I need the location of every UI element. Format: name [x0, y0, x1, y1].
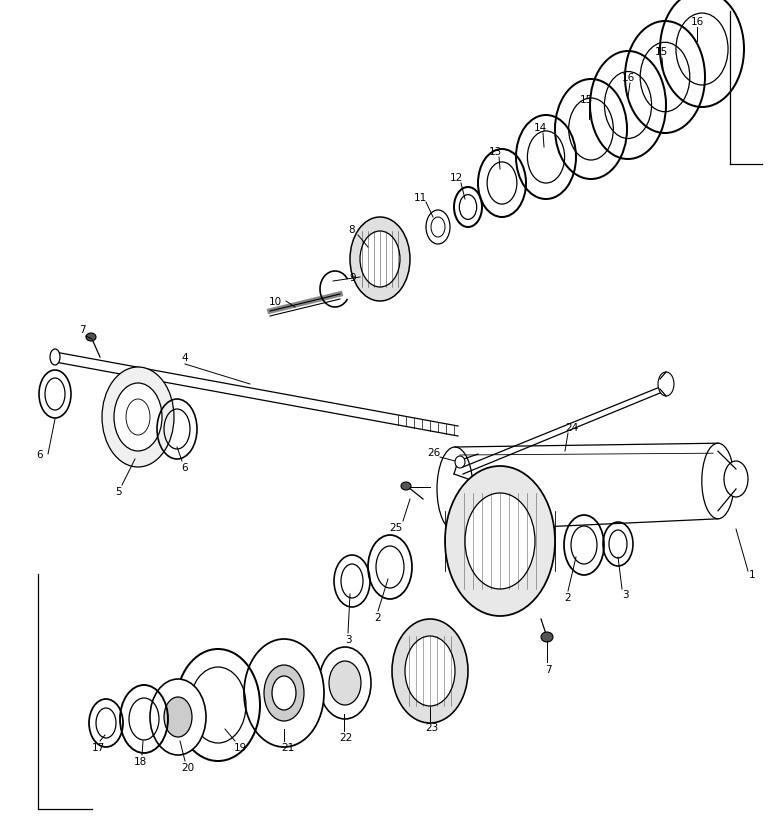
- Text: 1: 1: [749, 569, 755, 579]
- Ellipse shape: [392, 619, 468, 723]
- Ellipse shape: [150, 679, 206, 755]
- Text: 6: 6: [37, 450, 43, 460]
- Ellipse shape: [541, 632, 553, 642]
- Text: 18: 18: [134, 756, 147, 766]
- Text: 3: 3: [345, 635, 351, 645]
- Ellipse shape: [401, 482, 411, 491]
- Text: 4: 4: [182, 353, 188, 363]
- Ellipse shape: [426, 211, 450, 245]
- Ellipse shape: [164, 697, 192, 737]
- Ellipse shape: [86, 334, 96, 342]
- Ellipse shape: [50, 349, 60, 365]
- Ellipse shape: [724, 461, 748, 497]
- Text: 7: 7: [545, 665, 551, 674]
- Ellipse shape: [319, 647, 371, 719]
- Text: 15: 15: [654, 47, 667, 57]
- Text: 20: 20: [181, 762, 194, 772]
- Text: 22: 22: [339, 732, 353, 742]
- Text: 11: 11: [413, 193, 427, 203]
- Ellipse shape: [702, 444, 734, 519]
- Ellipse shape: [102, 368, 174, 467]
- Text: 6: 6: [182, 462, 188, 472]
- Ellipse shape: [658, 373, 674, 396]
- Text: 24: 24: [565, 422, 578, 432]
- Text: 25: 25: [389, 522, 402, 533]
- Ellipse shape: [272, 676, 296, 710]
- Ellipse shape: [465, 493, 535, 589]
- Text: 16: 16: [690, 17, 703, 27]
- Ellipse shape: [360, 232, 400, 288]
- Text: 13: 13: [488, 147, 502, 157]
- Text: 17: 17: [91, 742, 104, 752]
- Ellipse shape: [114, 384, 162, 451]
- Ellipse shape: [437, 447, 473, 532]
- Text: 26: 26: [427, 447, 441, 457]
- Text: 12: 12: [449, 173, 462, 183]
- Ellipse shape: [329, 661, 361, 705]
- Text: 21: 21: [281, 742, 295, 752]
- Text: 16: 16: [621, 73, 634, 83]
- Text: 19: 19: [233, 742, 247, 752]
- Ellipse shape: [455, 456, 465, 468]
- Text: 7: 7: [78, 324, 85, 334]
- Text: 14: 14: [533, 123, 547, 133]
- Ellipse shape: [405, 636, 455, 706]
- Ellipse shape: [350, 217, 410, 302]
- Text: 9: 9: [349, 273, 356, 283]
- Text: 10: 10: [269, 297, 282, 307]
- Text: 2: 2: [375, 612, 382, 622]
- Text: 15: 15: [579, 95, 593, 104]
- Text: 3: 3: [621, 589, 628, 599]
- Ellipse shape: [264, 665, 304, 721]
- Ellipse shape: [244, 640, 324, 747]
- Text: 23: 23: [425, 722, 439, 732]
- Ellipse shape: [445, 466, 555, 616]
- Text: 5: 5: [114, 487, 121, 497]
- Text: 2: 2: [564, 592, 571, 602]
- Text: 8: 8: [349, 225, 356, 235]
